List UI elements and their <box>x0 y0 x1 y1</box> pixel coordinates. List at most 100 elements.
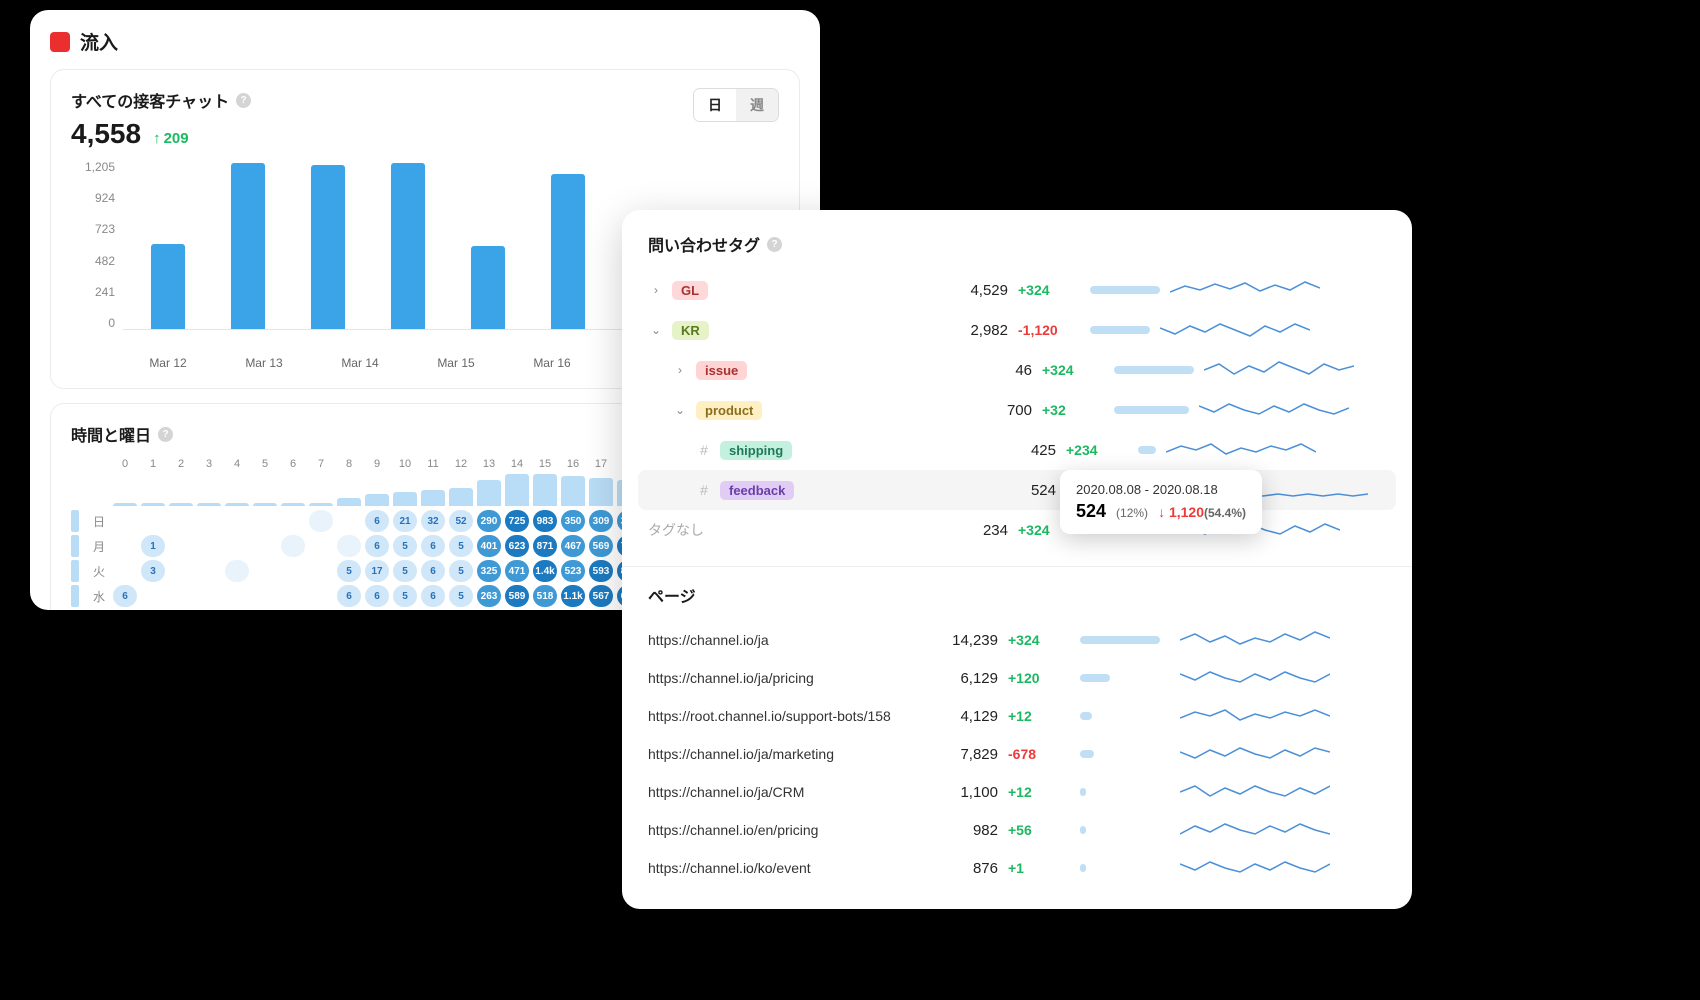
heatmap-cell[interactable] <box>169 510 193 532</box>
heatmap-cell[interactable] <box>113 510 137 532</box>
heatmap-cell[interactable]: 52 <box>449 510 473 532</box>
heatmap-cell[interactable] <box>169 560 193 582</box>
tag-row[interactable]: #shipping425+234 <box>648 430 1386 470</box>
tag-row[interactable]: #feedback524-320 <box>638 470 1396 510</box>
heatmap-cell[interactable]: 983 <box>533 510 557 532</box>
help-icon[interactable]: ? <box>236 93 251 108</box>
heatmap-cell[interactable] <box>225 510 249 532</box>
page-row[interactable]: https://channel.io/ja/CRM1,100+12 <box>648 773 1386 811</box>
heatmap-cell[interactable] <box>337 535 361 557</box>
page-row[interactable]: https://channel.io/en/pricing982+56 <box>648 811 1386 849</box>
help-icon[interactable]: ? <box>158 427 173 442</box>
heatmap-cell[interactable]: 401 <box>477 535 501 557</box>
heatmap-cell[interactable]: 5 <box>449 560 473 582</box>
tag-row[interactable]: ⌄product700+32 <box>648 390 1386 430</box>
heatmap-cell[interactable]: 593 <box>589 560 613 582</box>
heatmap-cell[interactable]: 725 <box>505 510 529 532</box>
heatmap-cell[interactable]: 6 <box>365 535 389 557</box>
heatmap-cell[interactable]: 21 <box>393 510 417 532</box>
heatmap-cell[interactable]: 6 <box>365 510 389 532</box>
heatmap-cell[interactable] <box>337 510 361 532</box>
heatmap-cell[interactable] <box>197 585 221 607</box>
heatmap-cell[interactable]: 3 <box>141 560 165 582</box>
heatmap-cell[interactable] <box>309 560 333 582</box>
heatmap-cell[interactable]: 32 <box>421 510 445 532</box>
heatmap-cell[interactable] <box>281 560 305 582</box>
heatmap-cell[interactable] <box>141 585 165 607</box>
heatmap-cell[interactable] <box>281 510 305 532</box>
heatmap-cell[interactable]: 567 <box>589 585 613 607</box>
heatmap-cell[interactable]: 6 <box>337 585 361 607</box>
chart-bar[interactable] <box>311 165 345 329</box>
page-row[interactable]: https://root.channel.io/support-bots/158… <box>648 697 1386 735</box>
help-icon[interactable]: ? <box>767 237 782 252</box>
heatmap-cell[interactable] <box>253 535 277 557</box>
page-row[interactable]: https://channel.io/ko/event876+1 <box>648 849 1386 887</box>
tag-row[interactable]: ›issue46+324 <box>648 350 1386 390</box>
heatmap-cell[interactable] <box>169 585 193 607</box>
heatmap-cell[interactable]: 5 <box>337 560 361 582</box>
page-row[interactable]: https://channel.io/ja14,239+324 <box>648 621 1386 659</box>
heatmap-cell[interactable]: 5 <box>393 560 417 582</box>
heatmap-cell[interactable] <box>197 560 221 582</box>
heatmap-cell[interactable]: 5 <box>393 535 417 557</box>
toggle-day[interactable]: 日 <box>694 89 736 121</box>
heatmap-cell[interactable] <box>113 535 137 557</box>
tag-row[interactable]: ⌄KR2,982-1,120 <box>648 310 1386 350</box>
chevron-right-icon[interactable]: › <box>672 363 688 377</box>
tag-row[interactable]: タグなし234+324 <box>648 510 1386 550</box>
heatmap-cell[interactable] <box>225 585 249 607</box>
heatmap-cell[interactable]: 569 <box>589 535 613 557</box>
heatmap-cell[interactable]: 518 <box>533 585 557 607</box>
heatmap-cell[interactable] <box>197 510 221 532</box>
page-row[interactable]: https://channel.io/ja/marketing7,829-678 <box>648 735 1386 773</box>
heatmap-cell[interactable]: 871 <box>533 535 557 557</box>
heatmap-cell[interactable]: 6 <box>365 585 389 607</box>
heatmap-cell[interactable] <box>253 560 277 582</box>
heatmap-cell[interactable]: 6 <box>113 585 137 607</box>
heatmap-cell[interactable] <box>197 535 221 557</box>
chart-bar[interactable] <box>551 174 585 329</box>
heatmap-cell[interactable]: 5 <box>393 585 417 607</box>
heatmap-cell[interactable] <box>309 510 333 532</box>
chevron-down-icon[interactable]: ⌄ <box>648 323 664 337</box>
heatmap-cell[interactable]: 5 <box>449 535 473 557</box>
heatmap-cell[interactable]: 309 <box>589 510 613 532</box>
heatmap-cell[interactable]: 1 <box>141 535 165 557</box>
heatmap-cell[interactable]: 1.4k <box>533 560 557 582</box>
heatmap-cell[interactable]: 623 <box>505 535 529 557</box>
heatmap-cell[interactable] <box>225 535 249 557</box>
heatmap-cell[interactable] <box>281 535 305 557</box>
heatmap-cell[interactable] <box>113 560 137 582</box>
page-row[interactable]: https://channel.io/ja/pricing6,129+120 <box>648 659 1386 697</box>
heatmap-cell[interactable]: 6 <box>421 585 445 607</box>
heatmap-cell[interactable]: 263 <box>477 585 501 607</box>
heatmap-cell[interactable] <box>253 585 277 607</box>
heatmap-cell[interactable] <box>281 585 305 607</box>
heatmap-cell[interactable] <box>169 535 193 557</box>
heatmap-cell[interactable]: 589 <box>505 585 529 607</box>
heatmap-cell[interactable]: 5 <box>449 585 473 607</box>
heatmap-cell[interactable]: 6 <box>421 560 445 582</box>
chart-bar[interactable] <box>151 244 185 329</box>
heatmap-cell[interactable]: 467 <box>561 535 585 557</box>
chart-bar[interactable] <box>471 246 505 329</box>
chart-bar[interactable] <box>391 163 425 329</box>
heatmap-cell[interactable] <box>225 560 249 582</box>
heatmap-cell[interactable]: 325 <box>477 560 501 582</box>
heatmap-cell[interactable]: 471 <box>505 560 529 582</box>
heatmap-cell[interactable]: 6 <box>421 535 445 557</box>
chart-bar[interactable] <box>231 163 265 329</box>
heatmap-cell[interactable]: 17 <box>365 560 389 582</box>
heatmap-cell[interactable] <box>309 585 333 607</box>
chevron-down-icon[interactable]: ⌄ <box>672 403 688 417</box>
heatmap-cell[interactable] <box>309 535 333 557</box>
toggle-week[interactable]: 週 <box>736 89 778 121</box>
chevron-right-icon[interactable]: › <box>648 283 664 297</box>
heatmap-cell[interactable]: 350 <box>561 510 585 532</box>
tag-row[interactable]: ›GL4,529+324 <box>648 270 1386 310</box>
heatmap-cell[interactable]: 523 <box>561 560 585 582</box>
heatmap-cell[interactable] <box>141 510 165 532</box>
heatmap-cell[interactable]: 290 <box>477 510 501 532</box>
heatmap-cell[interactable]: 1.1k <box>561 585 585 607</box>
